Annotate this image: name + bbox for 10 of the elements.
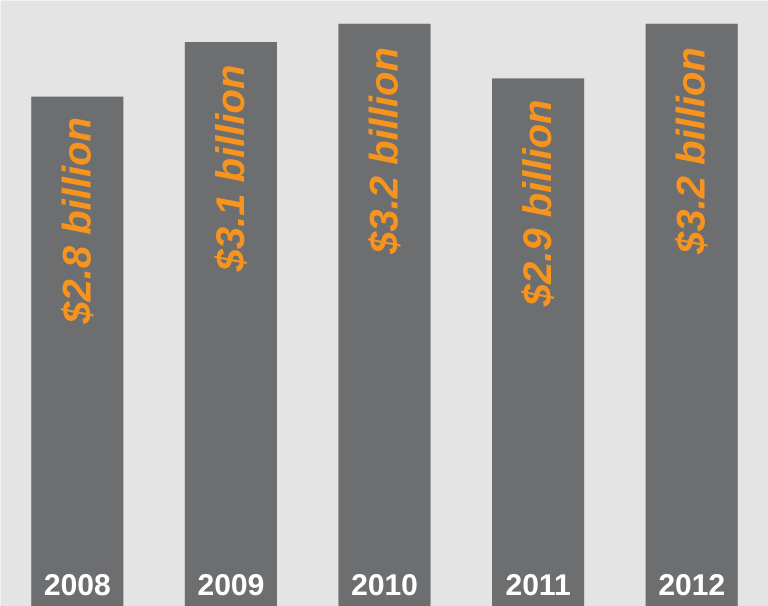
x-tick-label: 2011 bbox=[506, 568, 571, 602]
data-label: $3.2 billion bbox=[362, 47, 406, 255]
data-label: $2.8 billion bbox=[55, 117, 100, 325]
data-label: $3.1 billion bbox=[208, 64, 253, 272]
data-label: $3.2 billion bbox=[670, 47, 714, 255]
x-tick-label: 2008 bbox=[44, 568, 111, 602]
data-label: $2.9 billion bbox=[516, 100, 560, 308]
x-tick-label: 2012 bbox=[658, 568, 726, 602]
x-tick-label: 2009 bbox=[198, 568, 264, 602]
x-tick-label: 2010 bbox=[351, 568, 418, 602]
